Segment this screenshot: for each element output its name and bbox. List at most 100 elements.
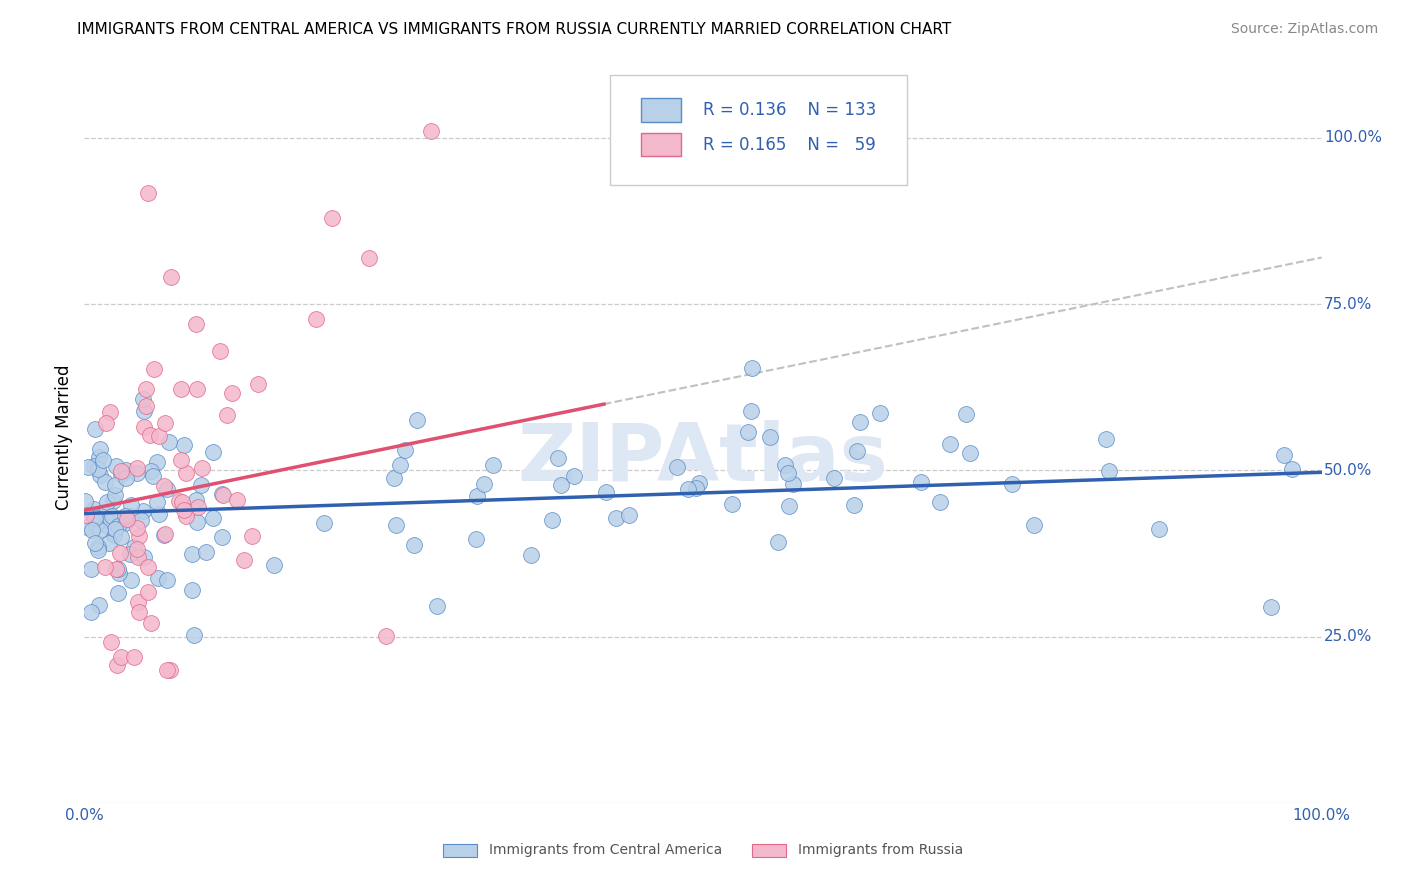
Point	[98, 536, 121, 550]
Point	[1147, 523, 1170, 537]
Point	[183, 628, 205, 642]
Point	[139, 615, 162, 630]
Point	[120, 573, 142, 587]
Point	[110, 546, 132, 560]
FancyBboxPatch shape	[443, 844, 477, 857]
Point	[167, 493, 190, 508]
Point	[357, 251, 380, 265]
Point	[76, 520, 98, 534]
Point	[766, 535, 789, 549]
Point	[135, 400, 157, 414]
Point	[155, 416, 177, 430]
Point	[115, 512, 138, 526]
Point	[910, 475, 932, 490]
Point	[547, 451, 569, 466]
Point	[122, 540, 145, 554]
Point	[1260, 599, 1282, 614]
Point	[127, 466, 149, 480]
Point	[737, 425, 759, 440]
Point	[84, 422, 107, 436]
Point	[77, 459, 100, 474]
Point	[394, 443, 416, 458]
Point	[118, 547, 141, 561]
FancyBboxPatch shape	[641, 98, 681, 122]
Point	[1094, 433, 1116, 447]
Text: IMMIGRANTS FROM CENTRAL AMERICA VS IMMIGRANTS FROM RUSSIA CURRENTLY MARRIED CORR: IMMIGRANTS FROM CENTRAL AMERICA VS IMMIG…	[77, 22, 952, 37]
Point	[136, 584, 159, 599]
Point	[426, 599, 449, 613]
Point	[104, 478, 127, 492]
Point	[550, 478, 572, 492]
Point	[180, 582, 202, 597]
Point	[83, 501, 105, 516]
Point	[191, 461, 214, 475]
Point	[928, 495, 950, 509]
Point	[80, 524, 103, 538]
Point	[619, 508, 641, 522]
Point	[83, 508, 105, 523]
Point	[83, 458, 105, 473]
Point	[153, 479, 176, 493]
Point	[125, 541, 148, 556]
Point	[562, 468, 585, 483]
Point	[959, 445, 981, 459]
Point	[89, 450, 111, 465]
Point	[211, 530, 233, 544]
Point	[115, 471, 138, 485]
Point	[389, 458, 412, 473]
Point	[153, 526, 176, 541]
Point	[104, 522, 127, 536]
Point	[173, 438, 195, 452]
Point	[120, 498, 142, 512]
Point	[465, 489, 488, 503]
Point	[782, 476, 804, 491]
Point	[1024, 518, 1046, 533]
Point	[94, 507, 117, 521]
Point	[375, 629, 398, 643]
Point	[1281, 461, 1303, 475]
Point	[246, 376, 269, 391]
Point	[240, 528, 263, 542]
Point	[190, 478, 212, 492]
Point	[89, 442, 111, 457]
Point	[84, 518, 107, 533]
Point	[212, 488, 235, 502]
Point	[89, 598, 111, 612]
Point	[89, 524, 111, 538]
Point	[186, 382, 208, 396]
FancyBboxPatch shape	[610, 75, 907, 185]
Point	[145, 495, 167, 509]
Point	[80, 605, 103, 619]
Point	[83, 536, 105, 550]
Point	[108, 566, 131, 581]
Point	[464, 532, 486, 546]
Point	[595, 484, 617, 499]
Point	[148, 428, 170, 442]
Point	[170, 453, 193, 467]
Point	[110, 649, 132, 664]
Point	[97, 519, 120, 533]
Point	[94, 475, 117, 489]
Point	[100, 634, 122, 648]
Point	[110, 530, 132, 544]
Point	[104, 562, 127, 576]
Point	[75, 508, 97, 523]
Point	[939, 437, 962, 451]
Point	[170, 382, 193, 396]
Point	[127, 595, 149, 609]
Point	[605, 510, 627, 524]
Point	[94, 559, 117, 574]
Point	[121, 508, 143, 523]
Point	[103, 528, 125, 542]
Point	[156, 663, 179, 677]
Text: ZIPAtlas: ZIPAtlas	[517, 420, 889, 498]
Text: Immigrants from Russia: Immigrants from Russia	[799, 843, 963, 857]
Point	[146, 571, 169, 585]
Point	[778, 499, 800, 513]
Text: 25.0%: 25.0%	[1324, 629, 1372, 644]
Point	[773, 458, 796, 472]
Point	[107, 586, 129, 600]
Point	[107, 518, 129, 533]
Point	[676, 482, 699, 496]
Point	[201, 510, 224, 524]
